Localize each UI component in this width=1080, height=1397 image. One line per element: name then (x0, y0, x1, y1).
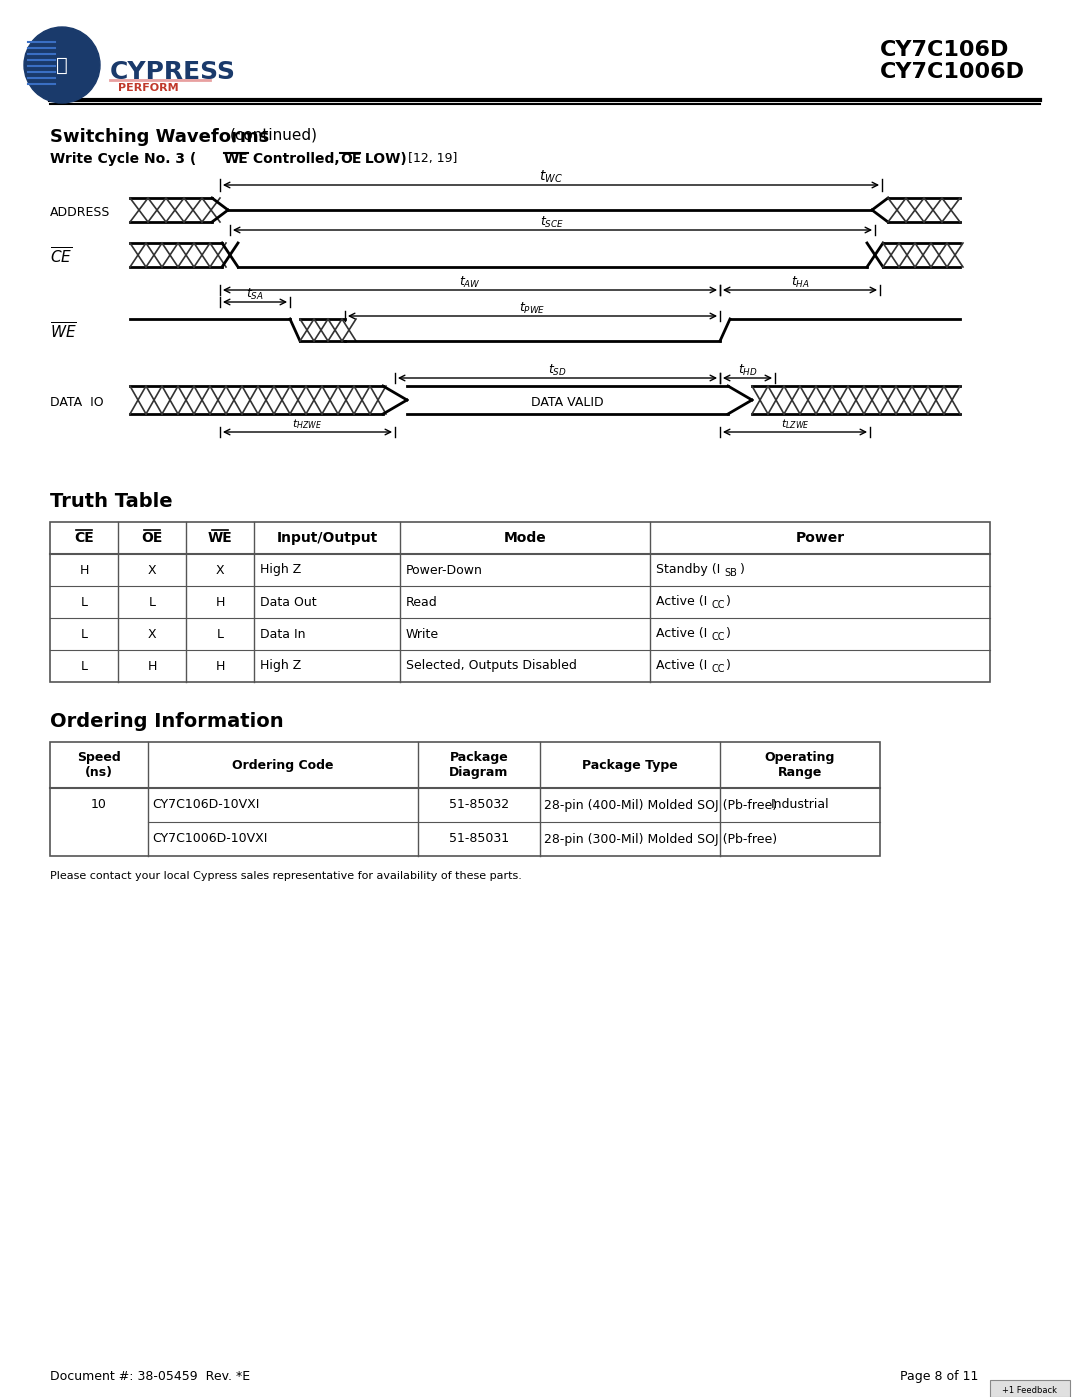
Text: H: H (147, 659, 157, 672)
Text: $t_{WC}$: $t_{WC}$ (539, 169, 563, 186)
Text: Truth Table: Truth Table (50, 492, 173, 511)
Text: +1 Feedback: +1 Feedback (1002, 1386, 1057, 1396)
Text: ): ) (726, 595, 731, 609)
Text: CY7C106D: CY7C106D (880, 41, 1010, 60)
Text: $t_{HA}$: $t_{HA}$ (791, 274, 809, 289)
Text: CY7C1006D-10VXI: CY7C1006D-10VXI (152, 833, 268, 845)
Text: X: X (216, 563, 225, 577)
Text: L: L (81, 595, 87, 609)
Text: Industrial: Industrial (771, 799, 829, 812)
Text: Please contact your local Cypress sales representative for availability of these: Please contact your local Cypress sales … (50, 870, 522, 882)
Text: 51-85032: 51-85032 (449, 799, 509, 812)
Text: $t_{AW}$: $t_{AW}$ (459, 274, 481, 289)
Text: Mode: Mode (503, 531, 546, 545)
Text: High Z: High Z (260, 563, 301, 577)
Text: H: H (215, 595, 225, 609)
Text: Active (I: Active (I (656, 627, 707, 640)
Text: ): ) (726, 627, 731, 640)
Text: SB: SB (724, 569, 737, 578)
Text: LOW): LOW) (360, 152, 411, 166)
Text: X: X (148, 627, 157, 640)
Text: L: L (149, 595, 156, 609)
Bar (990, 1380, 1070, 1397)
Text: CYPRESS: CYPRESS (110, 60, 237, 84)
Text: WE: WE (207, 531, 232, 545)
Text: Ordering Information: Ordering Information (50, 712, 284, 731)
Text: ADDRESS: ADDRESS (50, 207, 110, 219)
Text: H: H (215, 659, 225, 672)
Bar (50, 522, 990, 682)
Ellipse shape (24, 27, 100, 103)
Text: $t_{SA}$: $t_{SA}$ (246, 286, 264, 302)
Text: 51-85031: 51-85031 (449, 833, 509, 845)
Text: Active (I: Active (I (656, 595, 707, 609)
Text: $t_{SCE}$: $t_{SCE}$ (540, 215, 565, 229)
Text: CY7C1006D: CY7C1006D (880, 61, 1025, 82)
Text: Document #: 38-05459  Rev. *E: Document #: 38-05459 Rev. *E (50, 1370, 251, 1383)
Text: L: L (81, 659, 87, 672)
Text: Data Out: Data Out (260, 595, 316, 609)
Text: OE: OE (141, 531, 163, 545)
Text: [12, 19]: [12, 19] (408, 152, 457, 165)
Text: Write Cycle No. 3 (: Write Cycle No. 3 ( (50, 152, 197, 166)
Text: Active (I: Active (I (656, 659, 707, 672)
Text: ): ) (726, 659, 731, 672)
Text: $t_{HD}$: $t_{HD}$ (738, 362, 757, 377)
Text: $t_{SD}$: $t_{SD}$ (549, 362, 567, 377)
Text: $\overline{CE}$: $\overline{CE}$ (50, 247, 72, 267)
Text: Controlled,: Controlled, (248, 152, 345, 166)
Text: 🌲: 🌲 (56, 56, 68, 74)
Text: Power-Down: Power-Down (406, 563, 483, 577)
Text: Standby (I: Standby (I (656, 563, 720, 577)
Text: $t_{PWE}$: $t_{PWE}$ (519, 300, 545, 316)
Text: OE: OE (340, 152, 362, 166)
Text: Speed
(ns): Speed (ns) (77, 752, 121, 780)
Text: High Z: High Z (260, 659, 301, 672)
Text: H: H (79, 563, 89, 577)
Text: PERFORM: PERFORM (118, 82, 178, 94)
Text: Write: Write (406, 627, 440, 640)
Bar (50, 742, 880, 856)
Text: WE: WE (224, 152, 248, 166)
Text: Page 8 of 11: Page 8 of 11 (900, 1370, 978, 1383)
Text: (continued): (continued) (230, 129, 318, 142)
Text: 28-pin (400-Mil) Molded SOJ (Pb-free): 28-pin (400-Mil) Molded SOJ (Pb-free) (544, 799, 778, 812)
Text: L: L (81, 627, 87, 640)
Text: Input/Output: Input/Output (276, 531, 378, 545)
Text: Switching Waveforms: Switching Waveforms (50, 129, 269, 147)
Text: $\overline{WE}$: $\overline{WE}$ (50, 321, 77, 342)
Text: CC: CC (712, 664, 726, 673)
Text: DATA  IO: DATA IO (50, 395, 104, 408)
Text: CE: CE (75, 531, 94, 545)
Text: $t_{HZWE}$: $t_{HZWE}$ (293, 418, 323, 430)
Text: Operating
Range: Operating Range (765, 752, 835, 780)
Text: X: X (148, 563, 157, 577)
Text: Selected, Outputs Disabled: Selected, Outputs Disabled (406, 659, 577, 672)
Text: ): ) (740, 563, 745, 577)
Text: CC: CC (712, 631, 726, 643)
Text: 10: 10 (91, 799, 107, 812)
Text: CY7C106D-10VXI: CY7C106D-10VXI (152, 799, 259, 812)
Text: Package
Diagram: Package Diagram (449, 752, 509, 780)
Text: Data In: Data In (260, 627, 306, 640)
Text: Ordering Code: Ordering Code (232, 759, 334, 771)
Text: DATA VALID: DATA VALID (531, 395, 604, 408)
Text: CC: CC (712, 599, 726, 610)
Text: $t_{LZWE}$: $t_{LZWE}$ (781, 418, 809, 430)
Text: Package Type: Package Type (582, 759, 678, 771)
Text: Power: Power (796, 531, 845, 545)
Text: L: L (216, 627, 224, 640)
Text: 28-pin (300-Mil) Molded SOJ (Pb-free): 28-pin (300-Mil) Molded SOJ (Pb-free) (544, 833, 778, 845)
Text: Read: Read (406, 595, 437, 609)
